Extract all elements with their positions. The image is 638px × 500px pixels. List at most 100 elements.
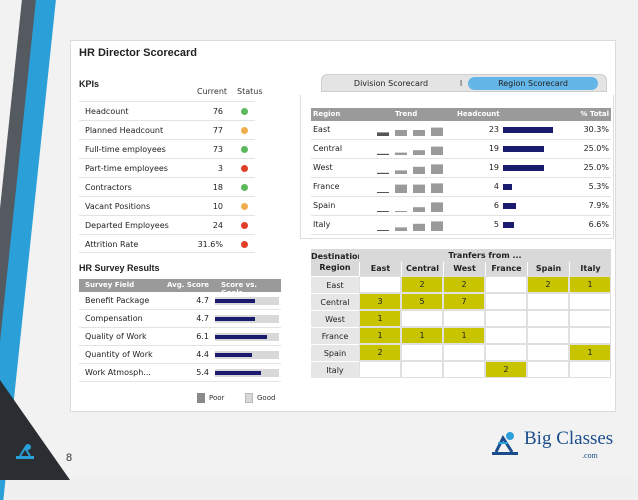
trend-bar xyxy=(413,150,425,155)
tab-region-scorecard[interactable]: Region Scorecard xyxy=(468,77,598,90)
matrix-cell xyxy=(527,344,569,361)
matrix-corner: Destination Region xyxy=(311,249,364,276)
page-number: 8 xyxy=(66,452,73,464)
kpi-col-status: Status xyxy=(237,87,263,96)
region-row: Italy 5 6.6% xyxy=(311,216,611,235)
kpi-row: Attrition Rate 31.6% xyxy=(79,234,255,253)
survey-row: Quality of Work 6.1 xyxy=(79,328,281,346)
trend-bar xyxy=(377,192,389,193)
trend-sparkbar xyxy=(373,199,445,214)
survey-row: Compensation 4.7 xyxy=(79,310,281,328)
kpi-label: Contractors xyxy=(85,183,132,192)
region-col-headcount: Headcount xyxy=(457,110,500,118)
survey-score: 4.4 xyxy=(196,350,209,359)
headcount-bar xyxy=(503,146,545,152)
survey-row: Quantity of Work 4.4 xyxy=(79,346,281,364)
trend-bar xyxy=(377,211,389,212)
survey-col-goal: Score vs. Goals xyxy=(221,281,258,297)
matrix-cell xyxy=(485,276,527,293)
trend-bar xyxy=(395,130,407,136)
trend-chart xyxy=(377,202,443,212)
kpi-value: 31.6% xyxy=(197,240,223,249)
matrix-corner-line2: Region xyxy=(319,263,351,272)
matrix-cell: 1 xyxy=(359,310,401,327)
matrix-cell: 1 xyxy=(401,327,443,344)
trend-bar xyxy=(413,184,425,193)
matrix-cell xyxy=(401,310,443,327)
matrix-cell xyxy=(527,310,569,327)
survey-score: 4.7 xyxy=(196,314,209,323)
page-title: HR Director Scorecard xyxy=(79,47,197,59)
survey-score: 5.4 xyxy=(196,368,209,377)
kpi-label: Full-time employees xyxy=(85,145,166,154)
region-label: Central xyxy=(313,144,343,153)
matrix-cell xyxy=(527,361,569,378)
status-dot-icon xyxy=(241,203,248,210)
kpi-value: 3 xyxy=(217,164,223,173)
matrix-cell xyxy=(569,293,611,310)
status-dot-icon xyxy=(241,108,248,115)
region-pct: 25.0% xyxy=(583,144,609,153)
bigclasses-logo xyxy=(492,432,518,455)
trend-chart xyxy=(377,183,443,193)
tab-division-scorecard[interactable]: Division Scorecard xyxy=(353,79,429,88)
matrix-col-header: Central xyxy=(401,262,443,276)
matrix-cell xyxy=(359,361,401,378)
region-headcount: 23 xyxy=(488,125,499,134)
status-dot-icon xyxy=(241,165,248,172)
survey-score-bar xyxy=(215,299,255,303)
matrix-row-header: France xyxy=(311,327,359,344)
scorecard-tabs: Division Scorecard I Region Scorecard xyxy=(321,74,607,92)
region-headcount: 19 xyxy=(488,144,499,153)
trend-bar xyxy=(395,152,407,155)
matrix-row-header: Spain xyxy=(311,344,359,361)
trend-bar xyxy=(395,184,407,193)
matrix-cell: 1 xyxy=(443,327,485,344)
kpi-value: 18 xyxy=(212,183,223,192)
matrix-row-header: West xyxy=(311,310,359,327)
region-row: West 19 25.0% xyxy=(311,159,611,178)
survey-label: Compensation xyxy=(85,314,143,323)
trend-bar xyxy=(377,132,389,136)
trend-bar xyxy=(377,230,389,231)
matrix-cell xyxy=(485,293,527,310)
matrix-corner-line1: Destination xyxy=(311,252,364,261)
kpi-value: 76 xyxy=(212,107,223,116)
trend-bar xyxy=(413,130,425,136)
status-dot-icon xyxy=(241,241,248,248)
trend-chart xyxy=(377,164,443,174)
region-headcount: 19 xyxy=(488,163,499,172)
matrix-cell xyxy=(443,344,485,361)
kpi-row: Headcount 76 xyxy=(79,101,255,120)
survey-row: Work Atmosph... 5.4 xyxy=(79,364,281,382)
matrix-cell: 1 xyxy=(569,276,611,293)
legend-poor-swatch xyxy=(197,393,205,403)
kpi-row: Full-time employees 73 xyxy=(79,139,255,158)
trend-bar xyxy=(395,227,407,231)
kpi-row: Departed Employees 24 xyxy=(79,215,255,234)
trend-sparkbar xyxy=(373,142,445,157)
legend-good-swatch xyxy=(245,393,253,403)
trend-chart xyxy=(377,127,443,136)
region-row: Central 19 25.0% xyxy=(311,140,611,159)
region-pct: 7.9% xyxy=(588,201,609,210)
survey-score-bar xyxy=(215,371,262,375)
region-pct: 6.6% xyxy=(588,220,609,229)
scorecard-panel: HR Director Scorecard KPIs Current Statu… xyxy=(70,40,616,412)
status-dot-icon xyxy=(241,222,248,229)
bigclasses-icon xyxy=(16,444,34,459)
kpi-row: Part-time employees 3 xyxy=(79,158,255,177)
trend-sparkbar xyxy=(373,218,445,233)
region-col-trend: Trend xyxy=(395,110,418,118)
matrix-row-header: Italy xyxy=(311,361,359,378)
headcount-bar xyxy=(503,203,517,209)
kpi-row: Vacant Positions 10 xyxy=(79,196,255,215)
trend-bar xyxy=(431,164,443,174)
trend-bar xyxy=(431,221,443,231)
status-dot-icon xyxy=(241,127,248,134)
region-pct: 25.0% xyxy=(583,163,609,172)
trend-chart xyxy=(377,146,443,155)
survey-score: 4.7 xyxy=(196,296,209,305)
matrix-cell: 2 xyxy=(527,276,569,293)
matrix-cell xyxy=(569,327,611,344)
